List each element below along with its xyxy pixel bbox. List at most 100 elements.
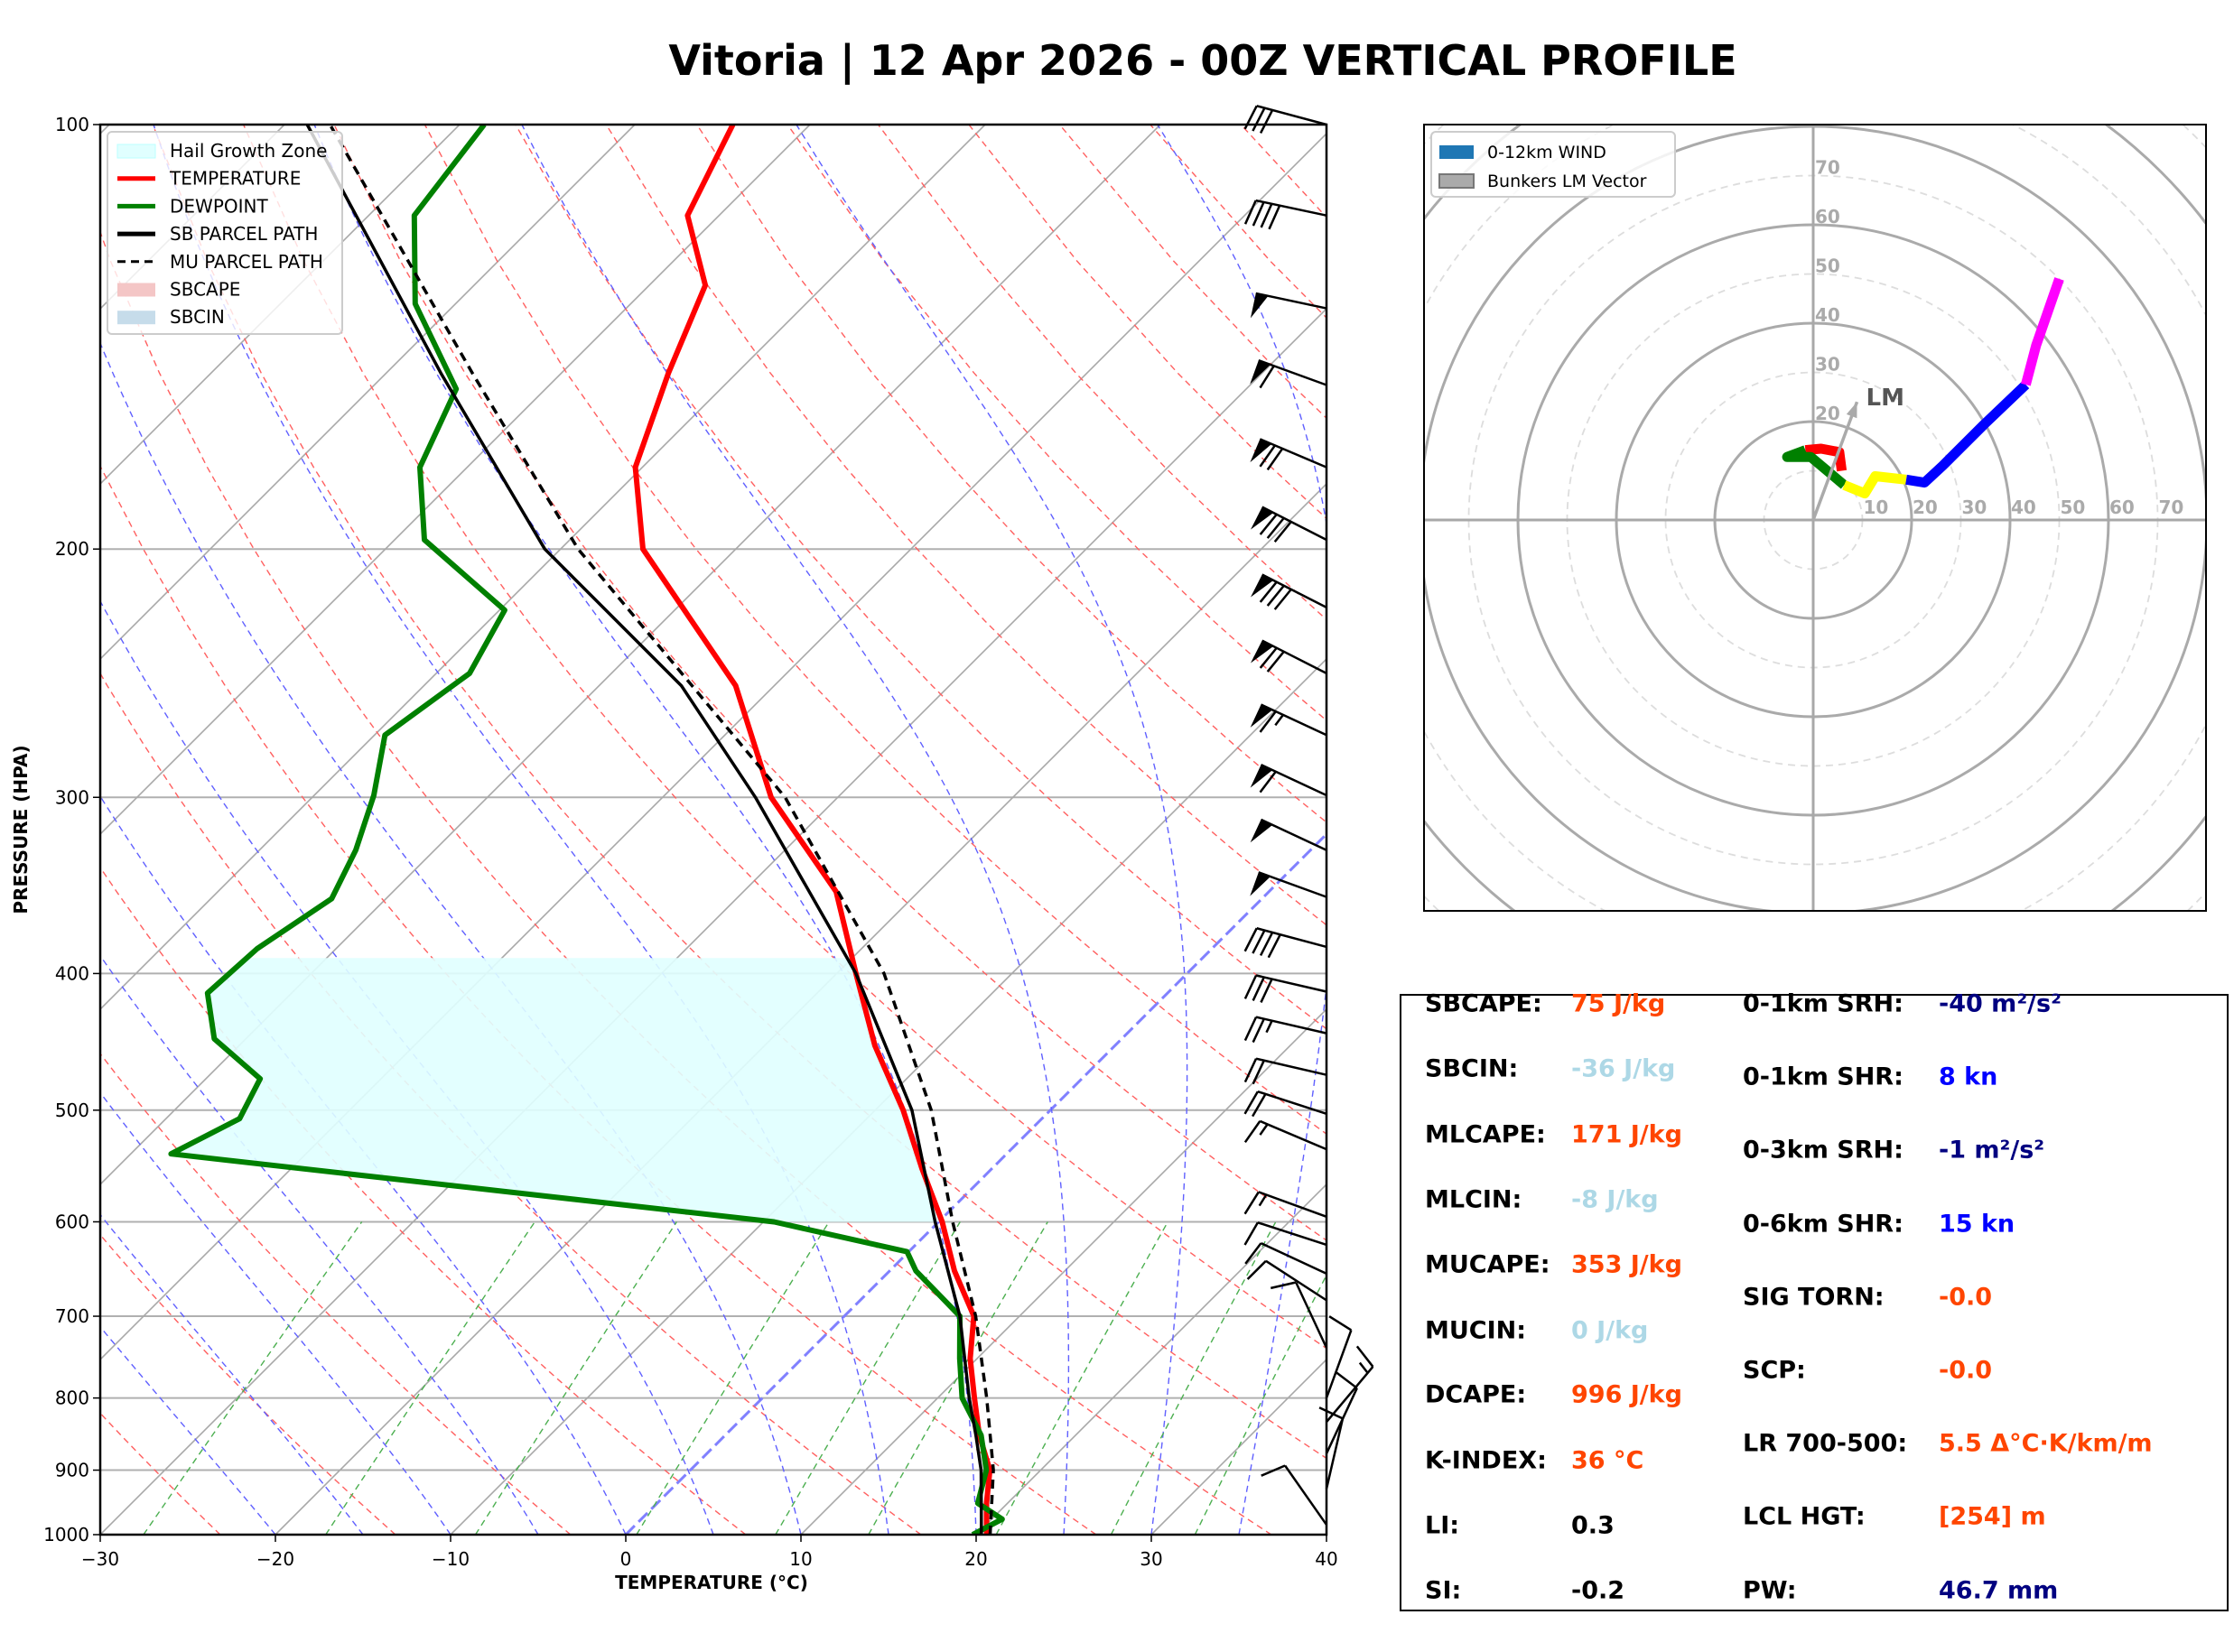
- hodograph-u-label: 70: [2159, 497, 2184, 518]
- y-tick-label: 300: [55, 786, 89, 808]
- legend-label: DEWPOINT: [170, 195, 268, 217]
- isotherm-line: [100, 125, 285, 311]
- dry-adiabat: [100, 229, 1272, 1535]
- isotherm-line: [100, 307, 1326, 1535]
- hodograph: 10 20 20 30 30 40 40 50 50 60 60 70 70 LM 0-12km WIND…: [1423, 124, 2207, 912]
- wind-barb: [1270, 1281, 1328, 1349]
- stat-value: 46.7 mm: [1939, 1576, 2059, 1605]
- stat-label: PW:: [1743, 1576, 1797, 1605]
- wind-barb: [1318, 1406, 1345, 1490]
- wind-barb: [1251, 573, 1327, 610]
- wind-barb: [1250, 703, 1327, 737]
- hodograph-u-label: 20: [1913, 497, 1938, 518]
- stat-value: 75 J/kg: [1571, 989, 1666, 1018]
- moist-adiabat: [153, 125, 889, 1535]
- hodograph-v-label: 20: [1815, 403, 1840, 424]
- hodograph-wind-segment: [1842, 471, 1907, 499]
- stat-label: 0-1km SHR:: [1743, 1063, 1904, 1091]
- hodograph-v-label: 30: [1815, 354, 1840, 376]
- isotherm-line: [100, 125, 1161, 1186]
- stat-value: -8 J/kg: [1571, 1185, 1659, 1214]
- wind-barbs: [1243, 105, 1374, 1526]
- hail-growth-zone: [175, 958, 943, 1222]
- isotherm-line: [100, 125, 636, 661]
- y-tick-label: 500: [55, 1100, 89, 1121]
- skew-t-profiles: [168, 125, 1005, 1535]
- lm-label: LM: [1866, 385, 1904, 412]
- temperature-line: [632, 125, 993, 1535]
- stat-label: SIG TORN:: [1743, 1283, 1885, 1312]
- skew-t-legend: Hail Growth Zone TEMPERATURE DEWPOINT SB PA…: [107, 131, 343, 335]
- stat-label: SI:: [1425, 1576, 1462, 1605]
- hodograph-wind-segment: [1782, 445, 1848, 489]
- legend-label: SB PARCEL PATH: [170, 223, 318, 245]
- legend-swatch: [1438, 173, 1475, 189]
- dry-adiabat: [424, 125, 1326, 1136]
- legend-label: SBCIN: [170, 306, 225, 328]
- moist-adiabat: [313, 125, 977, 1535]
- wind-barb: [1250, 358, 1327, 389]
- y-axis-label: PRESSURE (HPA): [10, 745, 32, 914]
- hodograph-u-label: 60: [2109, 497, 2135, 518]
- stat-value: -0.0: [1939, 1356, 1993, 1385]
- dry-adiabat: [100, 464, 1097, 1535]
- stat-label: MLCAPE:: [1425, 1120, 1546, 1149]
- mixing-ratio-line: [325, 1221, 535, 1535]
- x-tick-label: 10: [789, 1548, 812, 1570]
- stats-panel: SBCAPE: 75 J/kg SBCIN: -36 J/kg MLCAPE: 171 J…: [1400, 989, 2229, 1611]
- wind-barb: [1325, 1315, 1353, 1399]
- wind-barb: [1326, 1345, 1374, 1424]
- wind-barb: [1243, 199, 1327, 230]
- wind-barb: [1250, 764, 1327, 797]
- stat-value: 8 kn: [1939, 1063, 1998, 1091]
- stat-value: -36 J/kg: [1571, 1054, 1676, 1083]
- legend-entry: SBCAPE: [117, 279, 240, 301]
- hodograph-u-label: 40: [2011, 497, 2036, 518]
- wind-barb: [1243, 1090, 1327, 1118]
- freezing-isotherm: [624, 831, 1326, 1535]
- sb-parcel-path-line: [305, 125, 983, 1535]
- stat-label: LCL HGT:: [1743, 1502, 1866, 1531]
- isotherm-line: [100, 125, 461, 486]
- isotherm-line: [800, 1007, 1326, 1535]
- y-tick-label: 900: [55, 1460, 89, 1481]
- wind-barb: [1246, 1259, 1327, 1302]
- hodograph-v-label: 70: [1815, 157, 1840, 179]
- legend-label: Hail Growth Zone: [170, 140, 327, 162]
- wind-barb: [1251, 639, 1327, 674]
- dry-adiabat: [242, 125, 1326, 1350]
- wind-barb: [1243, 1016, 1327, 1044]
- stat-value: -1 m²/s²: [1939, 1136, 2045, 1165]
- hodograph-u-label: 10: [1864, 497, 1889, 518]
- mixing-ratio-line: [1194, 1274, 1326, 1535]
- hodograph-wind-segment: [1905, 381, 2030, 488]
- mixing-ratio-line: [868, 1221, 1048, 1535]
- isotherm-line: [975, 1183, 1326, 1535]
- wind-barb: [1243, 1221, 1327, 1247]
- stat-label: MLCIN:: [1425, 1185, 1522, 1214]
- stat-label: DCAPE:: [1425, 1380, 1527, 1409]
- stat-value: [254] m: [1939, 1502, 2046, 1531]
- mixing-ratio-line: [636, 1221, 830, 1535]
- moist-adiabat: [796, 125, 1188, 1535]
- legend-label: Bunkers LM Vector: [1487, 172, 1647, 191]
- x-tick-label: 0: [620, 1548, 632, 1570]
- stat-value: 0 J/kg: [1571, 1316, 1649, 1345]
- mixing-ratio-line: [995, 1221, 1168, 1535]
- wind-barb: [1243, 1057, 1327, 1085]
- dry-adiabat: [100, 1053, 572, 1535]
- wind-barb: [1251, 506, 1327, 543]
- hodograph-v-label: 50: [1815, 255, 1840, 277]
- isotherm-line: [100, 132, 1326, 1361]
- y-tick-label: 800: [55, 1387, 89, 1409]
- dewpoint-line: [168, 125, 1005, 1535]
- x-tick-label: −20: [256, 1548, 294, 1570]
- legend-label: 0-12km WIND: [1487, 143, 1606, 162]
- legend-entry: Hail Growth Zone: [116, 140, 327, 162]
- mixing-ratio-line: [775, 1221, 961, 1535]
- stat-value: 171 J/kg: [1571, 1120, 1682, 1149]
- mixing-ratio-line: [1110, 1221, 1277, 1535]
- dry-adiabat: [696, 125, 1326, 823]
- stat-value: 353 J/kg: [1571, 1250, 1682, 1279]
- moist-adiabat: [1157, 125, 1326, 1535]
